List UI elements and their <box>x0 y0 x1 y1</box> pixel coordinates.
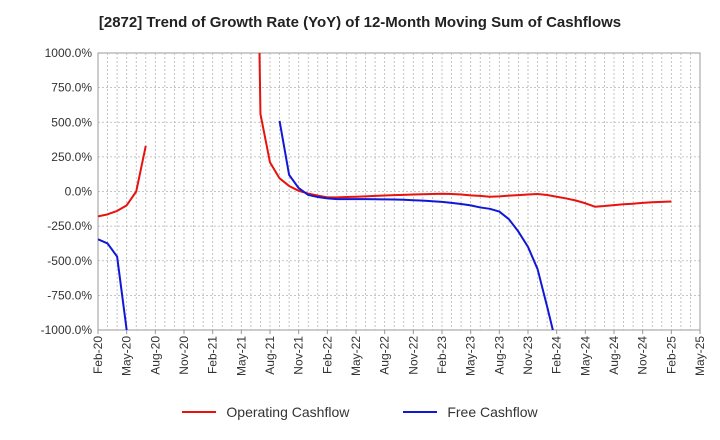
x-tick-label: Nov-24 <box>636 336 650 375</box>
y-tick-label: 0.0% <box>65 185 93 199</box>
y-tick-label: -500.0% <box>47 254 92 268</box>
x-tick-label: Aug-22 <box>378 336 392 375</box>
chart-title: [2872] Trend of Growth Rate (YoY) of 12-… <box>98 14 622 31</box>
x-tick-label: Aug-20 <box>148 336 162 375</box>
grid-layer <box>97 52 701 331</box>
x-tick-label: May-24 <box>578 336 592 376</box>
x-tick-label: Feb-23 <box>435 336 449 374</box>
legend: Operating Cashflow Free Cashflow <box>0 404 720 420</box>
legend-swatch-operating-cashflow <box>182 411 217 413</box>
y-tick-label: -1000.0% <box>41 323 93 337</box>
x-tick-label: May-22 <box>349 336 363 376</box>
x-tick-label: Nov-20 <box>177 336 191 375</box>
x-tick-label: Aug-23 <box>492 336 506 375</box>
x-tick-label: May-21 <box>234 336 248 376</box>
axis-layer: 1000.0% 750.0% 500.0% 250.0% 0.0% -250.0% -500… <box>41 46 707 376</box>
x-tick-label: Feb-21 <box>206 336 220 374</box>
x-tick-label: Feb-22 <box>320 336 334 374</box>
y-tick-label: 750.0% <box>51 81 92 95</box>
legend-item-operating-cashflow: Operating Cashflow <box>182 404 349 420</box>
y-tick-label: -250.0% <box>47 219 92 233</box>
series-line-free-cashflow <box>278 120 554 330</box>
x-tick-label: Nov-23 <box>521 336 535 375</box>
x-tick-label: May-20 <box>120 336 134 376</box>
series-line-free-cashflow <box>98 238 128 330</box>
series-line-operating-cashflow <box>258 53 672 208</box>
series-line-operating-cashflow <box>98 145 147 218</box>
x-tick-label: Nov-22 <box>406 336 420 375</box>
x-tick-label: Aug-24 <box>607 336 621 375</box>
series-layer <box>98 53 672 330</box>
y-tick-label: 250.0% <box>51 150 92 164</box>
x-tick-label: Feb-24 <box>550 336 564 374</box>
x-tick-label: May-25 <box>693 336 707 376</box>
x-tick-label: Feb-20 <box>91 336 105 374</box>
chart-plot: 1000.0% 750.0% 500.0% 250.0% 0.0% -250.0% -500… <box>41 46 707 376</box>
x-tick-label: Aug-21 <box>263 336 277 375</box>
legend-label-free-cashflow: Free Cashflow <box>447 404 538 420</box>
y-tick-label: 1000.0% <box>45 46 93 60</box>
x-tick-label: Nov-21 <box>292 336 306 375</box>
legend-item-free-cashflow: Free Cashflow <box>403 404 538 420</box>
legend-swatch-free-cashflow <box>403 411 438 413</box>
y-tick-label: -750.0% <box>47 288 92 302</box>
x-tick-label: May-23 <box>464 336 478 376</box>
y-tick-label: 500.0% <box>51 115 92 129</box>
legend-label-operating-cashflow: Operating Cashflow <box>226 404 350 420</box>
x-tick-label: Feb-25 <box>664 336 678 374</box>
